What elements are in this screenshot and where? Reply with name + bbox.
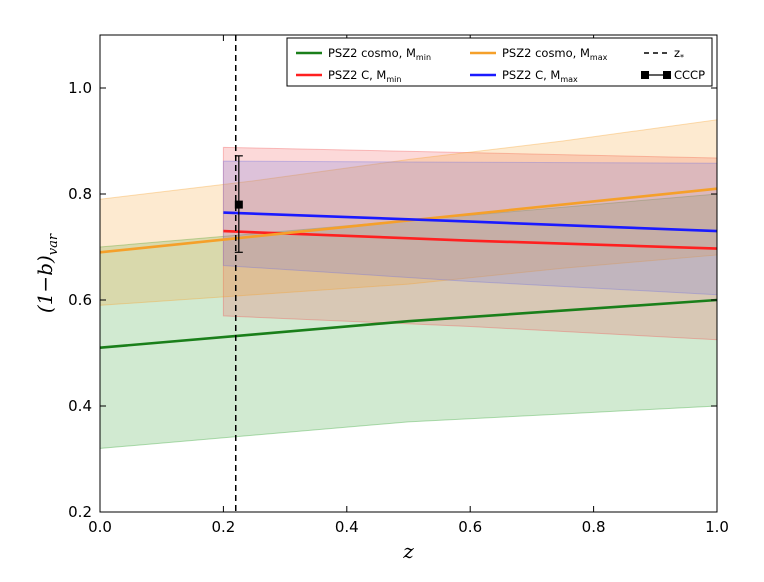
legend-label-series-2-sub: max (590, 53, 608, 62)
legend-label-series-1-main: PSZ2 C, M (328, 68, 386, 82)
x-tick-label: 0.4 (335, 518, 359, 536)
confidence-bands (99, 119, 718, 449)
legend-label-series-2: PSZ2 cosmo, Mmax (502, 46, 608, 62)
x-tick-label: 0.0 (88, 518, 112, 536)
y-axis-label-main: (1−b) (33, 255, 57, 313)
y-tick-label: 0.6 (68, 291, 92, 309)
series-lines (99, 187, 718, 349)
y-tick-label: 0.8 (68, 185, 92, 203)
y-tick-label: 1.0 (68, 79, 92, 97)
legend-label-series-2-main: PSZ2 cosmo, M (502, 46, 590, 60)
line-series-0 (99, 298, 718, 349)
y-tick-label: 0.4 (68, 397, 92, 415)
line-series-1 (223, 229, 718, 250)
legend-label-cccp: CCCP (674, 68, 705, 82)
cccp-errorbar-layer (234, 155, 243, 253)
legend-label-series-1-sub: min (386, 75, 401, 84)
y-axis-label: (1−b)var (33, 233, 61, 313)
legend-label-series-0-main: PSZ2 cosmo, M (328, 46, 416, 60)
y-axis-label-sub: var (46, 233, 61, 255)
legend-label-series-0-sub: min (416, 53, 431, 62)
legend-marker-cccp-left (641, 71, 649, 79)
legend-label-series-3: PSZ2 C, Mmax (502, 68, 578, 84)
x-tick-label: 0.2 (211, 518, 235, 536)
axis-tick-labels: 0.0 0.2 0.4 0.6 0.8 1.00.20.40.60.81.0 (68, 79, 729, 536)
plot-frame (99, 34, 718, 513)
x-tick-label: 0.8 (582, 518, 606, 536)
legend-label-series-3-main: PSZ2 C, M (502, 68, 560, 82)
legend-label-cccp-main: CCCP (674, 68, 705, 82)
legend-label-series-3-sub: max (560, 75, 578, 84)
legend-label-zstar: z* (674, 46, 684, 62)
legend-label-series-1: PSZ2 C, Mmin (328, 68, 401, 84)
x-tick-label: 1.0 (705, 518, 729, 536)
cccp-point (234, 200, 243, 209)
y-tick-label: 0.2 (68, 503, 92, 521)
legend-label-series-0: PSZ2 cosmo, Mmin (328, 46, 431, 62)
x-tick-label: 0.6 (458, 518, 482, 536)
line-series-3 (223, 211, 718, 233)
x-axis-label: z (402, 539, 414, 563)
legend-label-zstar-sub: * (680, 53, 684, 62)
legend-label-zstar-main: z (674, 46, 680, 60)
legend-marker-cccp-right (663, 71, 671, 79)
